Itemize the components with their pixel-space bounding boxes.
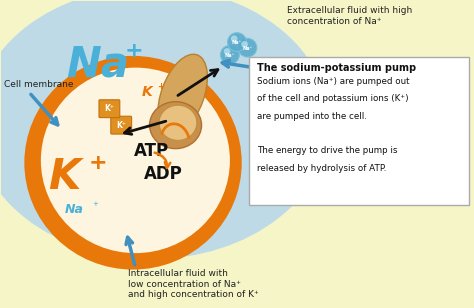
Ellipse shape: [0, 0, 329, 259]
Text: Sodium ions (Na⁺) are pumped out: Sodium ions (Na⁺) are pumped out: [257, 77, 410, 86]
Text: Cell membrane: Cell membrane: [4, 80, 74, 89]
FancyBboxPatch shape: [249, 57, 469, 205]
Ellipse shape: [159, 105, 197, 140]
Circle shape: [220, 45, 239, 64]
Text: +: +: [92, 201, 98, 207]
Text: are pumped into the cell.: are pumped into the cell.: [257, 111, 367, 120]
Text: ATP: ATP: [134, 142, 170, 160]
Text: K⁺: K⁺: [116, 121, 126, 130]
Circle shape: [238, 38, 257, 57]
Text: released by hydrolysis of ATP.: released by hydrolysis of ATP.: [257, 164, 386, 173]
Text: The sodium-potassium pump: The sodium-potassium pump: [257, 63, 416, 73]
Text: Na: Na: [64, 203, 83, 216]
Text: +: +: [125, 41, 143, 61]
Text: K: K: [48, 156, 81, 198]
Circle shape: [231, 35, 237, 42]
Text: Na⁺: Na⁺: [225, 53, 235, 58]
Text: K⁺: K⁺: [104, 104, 114, 113]
FancyBboxPatch shape: [99, 100, 120, 118]
Text: K: K: [142, 85, 153, 99]
Circle shape: [228, 33, 246, 51]
Ellipse shape: [41, 68, 230, 253]
Text: Na⁺: Na⁺: [232, 40, 242, 46]
Circle shape: [224, 48, 230, 55]
Text: +: +: [157, 82, 164, 91]
Text: Na⁺: Na⁺: [242, 46, 253, 51]
Text: Intracellular fluid with
low concentration of Na⁺
and high concentration of K⁺: Intracellular fluid with low concentrati…: [128, 269, 259, 299]
FancyBboxPatch shape: [111, 116, 132, 134]
Text: Extracellular fluid with high
concentration of Na⁺: Extracellular fluid with high concentrat…: [287, 6, 412, 26]
Circle shape: [241, 41, 248, 48]
Text: Na: Na: [66, 43, 129, 85]
Text: of the cell and potassium ions (K⁺): of the cell and potassium ions (K⁺): [257, 94, 409, 103]
Ellipse shape: [158, 54, 207, 135]
Ellipse shape: [24, 56, 242, 270]
Text: +: +: [88, 153, 107, 173]
Text: The energy to drive the pump is: The energy to drive the pump is: [257, 146, 397, 155]
Ellipse shape: [150, 102, 201, 149]
Text: ADP: ADP: [145, 165, 183, 184]
